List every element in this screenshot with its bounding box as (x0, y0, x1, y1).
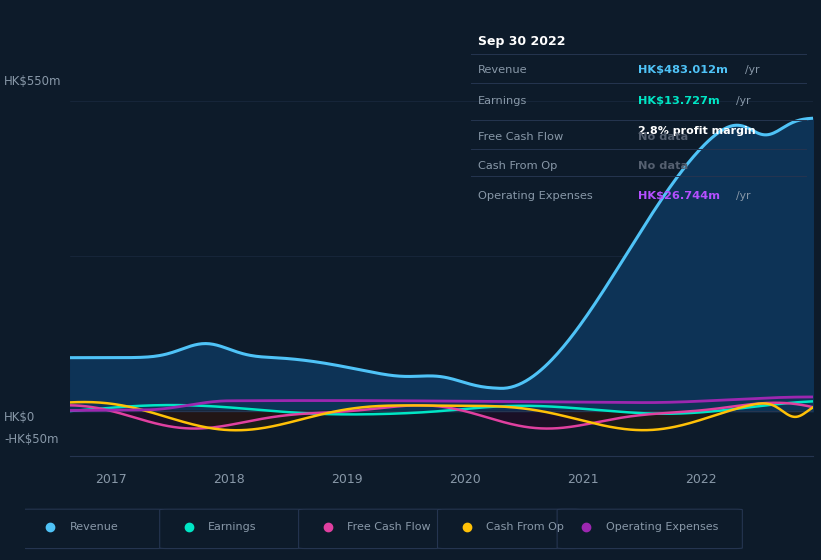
Text: Operating Expenses: Operating Expenses (606, 522, 718, 532)
Text: HK$26.744m: HK$26.744m (639, 191, 720, 201)
Text: Revenue: Revenue (478, 65, 527, 75)
Text: Operating Expenses: Operating Expenses (478, 191, 593, 201)
Text: Revenue: Revenue (70, 522, 118, 532)
Text: HK$483.012m: HK$483.012m (639, 65, 728, 75)
FancyBboxPatch shape (299, 509, 442, 549)
Text: /yr: /yr (736, 191, 750, 201)
Text: -HK$50m: -HK$50m (4, 433, 58, 446)
Text: 2.8% profit margin: 2.8% profit margin (639, 126, 756, 136)
Text: 2019: 2019 (331, 473, 363, 486)
FancyBboxPatch shape (438, 509, 580, 549)
Text: 2018: 2018 (213, 473, 245, 486)
FancyBboxPatch shape (159, 509, 302, 549)
Text: HK$550m: HK$550m (4, 74, 62, 88)
FancyBboxPatch shape (21, 509, 163, 549)
FancyBboxPatch shape (557, 509, 742, 549)
Text: HK$13.727m: HK$13.727m (639, 96, 720, 106)
Text: Free Cash Flow: Free Cash Flow (347, 522, 431, 532)
Text: HK$0: HK$0 (4, 410, 35, 424)
Text: Cash From Op: Cash From Op (486, 522, 564, 532)
Text: 2022: 2022 (685, 473, 717, 486)
Text: Earnings: Earnings (209, 522, 257, 532)
Text: No data: No data (639, 161, 689, 171)
Text: Free Cash Flow: Free Cash Flow (478, 132, 563, 142)
Text: /yr: /yr (736, 96, 750, 106)
Text: 2021: 2021 (567, 473, 599, 486)
Text: Earnings: Earnings (478, 96, 527, 106)
Text: 2020: 2020 (449, 473, 481, 486)
Text: /yr: /yr (745, 65, 760, 75)
Text: Cash From Op: Cash From Op (478, 161, 557, 171)
Text: Sep 30 2022: Sep 30 2022 (478, 35, 566, 48)
Text: 2017: 2017 (95, 473, 127, 486)
Text: No data: No data (639, 132, 689, 142)
